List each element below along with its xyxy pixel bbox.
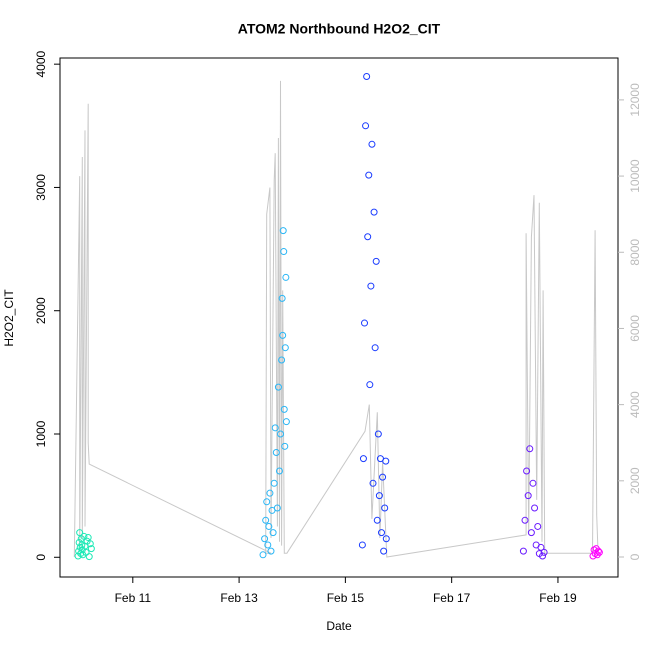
data-point <box>278 356 286 364</box>
data-point <box>524 492 532 500</box>
data-point <box>365 171 373 179</box>
x-tick-label: Feb 19 <box>539 591 577 605</box>
y-tick-label: 2000 <box>34 297 48 324</box>
data-point <box>264 541 272 549</box>
data-point <box>382 535 390 543</box>
data-point <box>359 455 367 463</box>
y2-tick-label: 8000 <box>628 239 642 266</box>
data-point <box>282 418 290 426</box>
data-point <box>521 516 529 524</box>
data-point <box>379 473 387 481</box>
data-point <box>534 522 542 530</box>
data-point <box>374 430 382 438</box>
data-point <box>267 547 275 555</box>
data-point <box>262 516 270 524</box>
data-point <box>281 344 289 352</box>
data-point <box>523 467 531 475</box>
x-tick-label: Feb 15 <box>327 591 365 605</box>
data-point <box>80 532 88 540</box>
data-point <box>373 516 381 524</box>
data-point <box>378 529 386 537</box>
data-point <box>371 344 379 352</box>
data-point <box>275 467 283 475</box>
data-point <box>368 140 376 148</box>
data-point <box>537 543 545 551</box>
data-point <box>263 498 271 506</box>
data-point <box>280 248 288 256</box>
y2-tick-label: 6000 <box>628 315 642 342</box>
data-point <box>279 227 287 235</box>
data-point <box>278 294 286 302</box>
y-tick-label: 0 <box>34 554 48 561</box>
data-point <box>84 534 92 542</box>
data-point <box>539 552 547 560</box>
y2-tick-label: 0 <box>628 553 642 560</box>
data-point <box>277 430 285 438</box>
y-tick-label: 1000 <box>34 420 48 447</box>
data-point <box>281 442 289 450</box>
y2-tick-label: 10000 <box>628 159 642 193</box>
data-point <box>367 282 375 290</box>
data-point <box>529 479 537 487</box>
data-point <box>269 529 277 537</box>
data-point <box>259 551 267 559</box>
data-point <box>86 540 94 548</box>
y-axis-label: H2O2_CIT <box>2 289 16 347</box>
data-point <box>274 383 282 391</box>
data-point <box>270 479 278 487</box>
y-tick-label: 3000 <box>34 174 48 201</box>
data-point <box>366 381 374 389</box>
data-point <box>595 548 603 556</box>
data-point <box>279 331 287 339</box>
y2-tick-label: 4000 <box>628 391 642 418</box>
data-point <box>87 545 95 553</box>
chart-title: ATOM2 Northbound H2O2_CIT <box>238 21 441 37</box>
data-point <box>364 233 372 241</box>
data-point <box>363 72 371 80</box>
data-point <box>280 405 288 413</box>
data-point <box>531 504 539 512</box>
x-tick-label: Feb 11 <box>115 591 152 605</box>
data-point <box>381 504 389 512</box>
data-point <box>282 273 290 281</box>
data-point <box>358 541 366 549</box>
x-tick-label: Feb 13 <box>220 591 258 605</box>
data-point <box>273 504 281 512</box>
data-point <box>519 547 527 555</box>
y2-tick-label: 12000 <box>628 83 642 117</box>
y2-tick-label: 2000 <box>628 467 642 494</box>
data-point <box>526 445 534 453</box>
data-point <box>265 522 273 530</box>
data-point <box>527 529 535 537</box>
data-point <box>271 424 279 432</box>
data-point <box>266 489 274 497</box>
x-tick-label: Feb 17 <box>433 591 471 605</box>
data-point <box>594 547 602 555</box>
data-point <box>540 548 548 556</box>
data-point <box>85 553 93 561</box>
data-point <box>375 492 383 500</box>
data-point <box>382 457 390 465</box>
data-point <box>361 319 369 327</box>
data-point <box>76 529 84 537</box>
data-point <box>370 208 378 216</box>
altitude-line <box>73 80 599 558</box>
plot-frame <box>59 57 619 578</box>
data-point <box>78 541 86 549</box>
data-point <box>261 535 269 543</box>
y-tick-label: 4000 <box>34 50 48 77</box>
data-point <box>369 479 377 487</box>
data-point <box>372 257 380 265</box>
data-point <box>272 448 280 456</box>
data-point <box>380 547 388 555</box>
data-point <box>362 122 370 130</box>
x-axis-label: Date <box>326 619 352 633</box>
